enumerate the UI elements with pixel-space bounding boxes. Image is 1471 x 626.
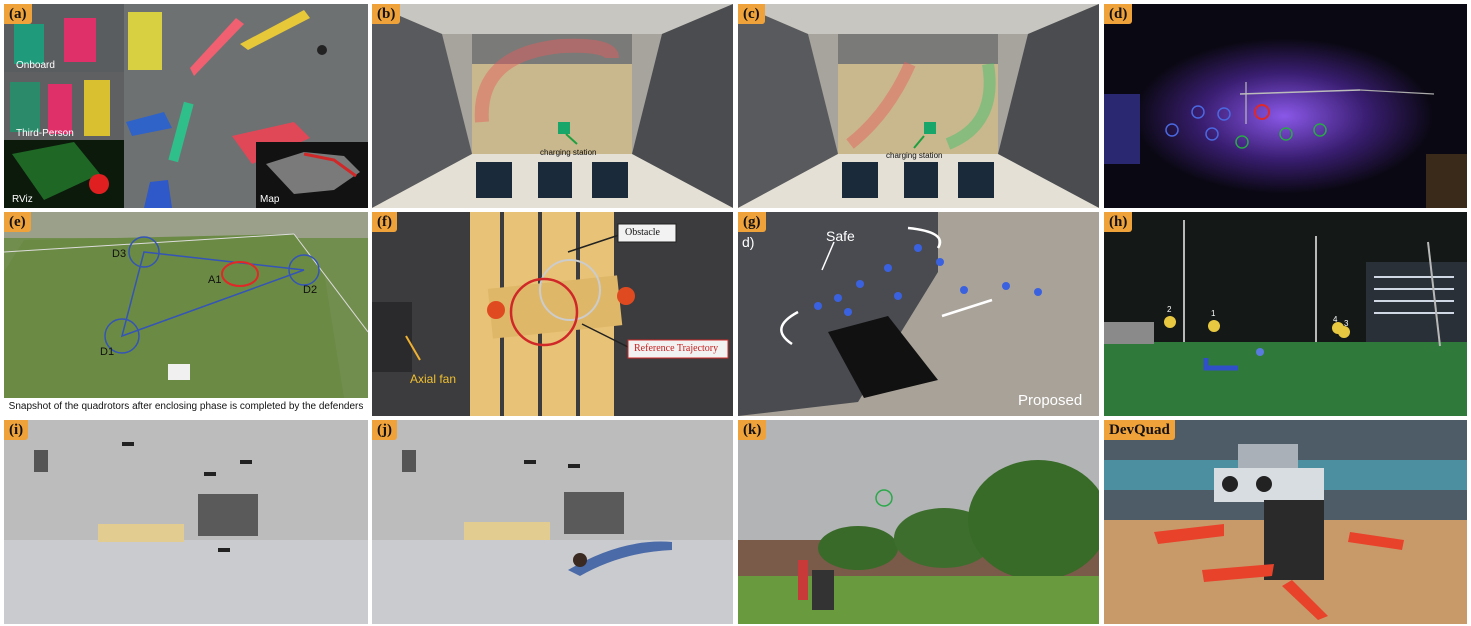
panel-e-tag: (e) [4, 212, 31, 232]
panel-e: (e) D3 D2 D1 A1 Snapshot of the quadroto… [4, 212, 368, 416]
panel-j-scene [372, 420, 733, 624]
panel-k-scene [738, 420, 1099, 624]
panel-h: (h) 2 1 4 3 [1104, 212, 1467, 416]
a1-label: A1 [208, 274, 222, 286]
panel-j: (j) [372, 420, 733, 624]
panel-b-scene [372, 4, 733, 208]
d3-label: D3 [112, 248, 127, 260]
panel-f-scene [372, 212, 733, 416]
panel-f-tag: (f) [372, 212, 397, 232]
proposed-label: Proposed [1018, 392, 1083, 409]
d2-label: D2 [303, 284, 318, 296]
panel-f: (f) Obstacle Reference Trajectory Axial … [372, 212, 733, 416]
h-marker-1: 1 [1211, 309, 1216, 318]
panel-h-tag: (h) [1104, 212, 1133, 232]
panel-b-tag: (b) [372, 4, 401, 24]
panel-g: (g) d) Safe Proposed [738, 212, 1099, 416]
panel-g-scene [738, 212, 1099, 416]
d1-label: D1 [100, 346, 115, 358]
h-marker-4: 4 [1333, 315, 1338, 324]
panel-e-scene [4, 212, 368, 398]
panel-d-tag: (d) [1104, 4, 1133, 24]
panel-c: (c) charging station [738, 4, 1099, 208]
obstacle-label: Obstacle [625, 227, 660, 238]
reference-trajectory-label: Reference Trajectory [634, 343, 719, 354]
panel-i-tag: (i) [4, 420, 29, 440]
panel-a-tag: (a) [4, 4, 32, 24]
safe-label: Safe [826, 228, 855, 244]
charging-station-label-b: charging station [540, 148, 597, 157]
map-label: Map [260, 194, 280, 205]
panel-a-scene [4, 4, 368, 208]
d-part-label: d) [742, 234, 755, 250]
panel-e-caption: Snapshot of the quadrotors after enclosi… [4, 398, 368, 416]
panel-devquad: DevQuad [1104, 420, 1467, 624]
panel-b: (b) charging station [372, 4, 733, 208]
panel-g-tag: (g) [738, 212, 766, 232]
panel-d-scene [1104, 4, 1467, 208]
panel-d: (d) [1104, 4, 1467, 208]
panel-i: (i) [4, 420, 368, 624]
h-marker-2: 2 [1167, 305, 1172, 314]
h-marker-3: 3 [1344, 319, 1349, 328]
panel-j-tag: (j) [372, 420, 397, 440]
panel-h-scene [1104, 212, 1467, 416]
panel-k: (k) [738, 420, 1099, 624]
panel-devquad-tag: DevQuad [1104, 420, 1175, 440]
axial-fan-label: Axial fan [410, 372, 457, 386]
panel-devquad-scene [1104, 420, 1467, 624]
panel-c-scene [738, 4, 1099, 208]
panel-i-scene [4, 420, 368, 624]
rviz-label: RViz [12, 194, 33, 205]
panel-a: (a) Onboard Third-Person RViz Map [4, 4, 368, 208]
charging-station-label-c: charging station [886, 151, 943, 160]
panel-k-tag: (k) [738, 420, 767, 440]
onboard-label: Onboard [16, 60, 55, 71]
third-person-label: Third-Person [16, 128, 74, 139]
panel-c-tag: (c) [738, 4, 765, 24]
